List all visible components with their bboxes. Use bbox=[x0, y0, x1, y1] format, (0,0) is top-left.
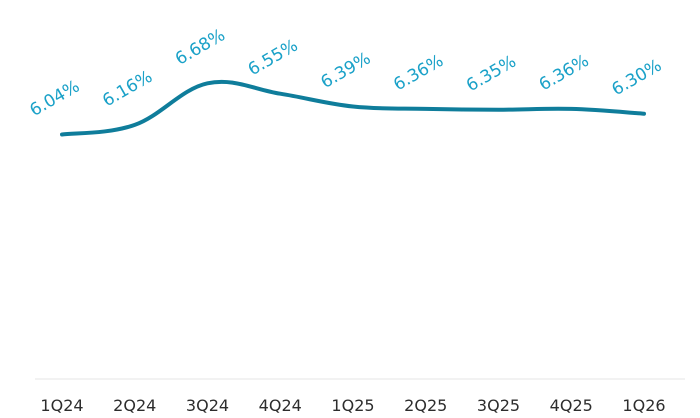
data-label-1q26: 6.30% bbox=[609, 56, 666, 100]
series-line bbox=[60, 79, 646, 137]
x-tick-2q25: 2Q25 bbox=[404, 396, 447, 415]
data-label-2q25: 6.36% bbox=[390, 51, 447, 95]
data-label-4q24: 6.55% bbox=[245, 36, 302, 80]
x-tick-3q25: 3Q25 bbox=[477, 396, 520, 415]
x-tick-1q24: 1Q24 bbox=[40, 396, 83, 415]
x-tick-1q26: 1Q26 bbox=[622, 396, 665, 415]
data-label-3q24: 6.68% bbox=[172, 25, 229, 69]
x-tick-4q24: 4Q24 bbox=[259, 396, 302, 415]
data-label-1q25: 6.39% bbox=[318, 49, 375, 93]
drop-lines bbox=[61, 83, 645, 350]
x-tick-3q24: 3Q24 bbox=[186, 396, 229, 415]
data-label-1q24: 6.04% bbox=[27, 77, 84, 121]
x-tick-4q25: 4Q25 bbox=[550, 396, 593, 415]
x-tick-2q24: 2Q24 bbox=[113, 396, 156, 415]
data-label-2q24: 6.16% bbox=[99, 67, 156, 111]
x-tick-labels: 1Q24 2Q24 3Q24 4Q24 1Q25 2Q25 3Q25 4Q25 1Q26 bbox=[40, 396, 665, 415]
x-tick-1q25: 1Q25 bbox=[331, 396, 374, 415]
data-label-3q25: 6.35% bbox=[463, 52, 520, 96]
data-label-4q25: 6.36% bbox=[536, 51, 593, 95]
